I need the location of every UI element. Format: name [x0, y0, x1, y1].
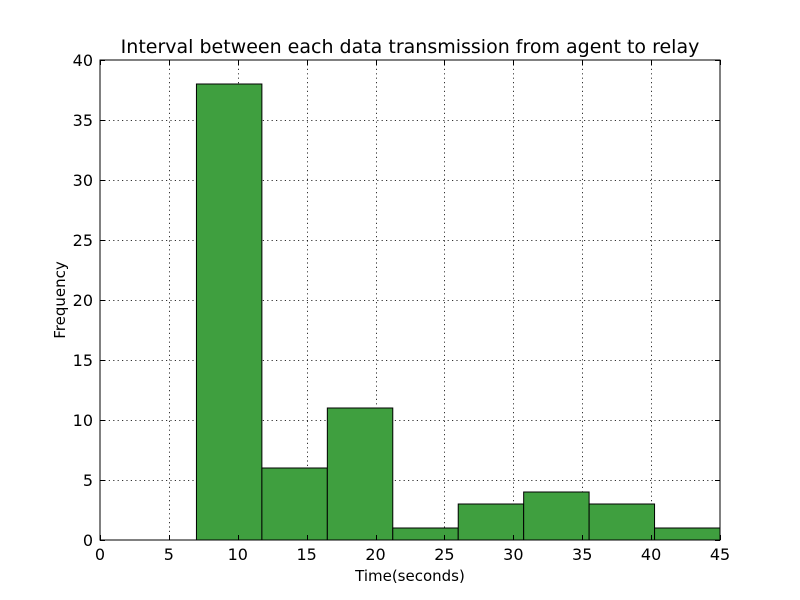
histogram-bar	[261, 467, 328, 541]
y-tick-label: 25	[73, 231, 93, 250]
histogram-bar	[588, 503, 656, 541]
histogram-bar	[392, 527, 459, 541]
y-tick-label: 20	[73, 291, 93, 310]
x-tick-label: 25	[434, 545, 454, 564]
y-tick-label: 5	[83, 471, 93, 490]
x-tick-label: 5	[164, 545, 174, 564]
y-tick-label: 40	[73, 51, 93, 70]
x-tick-label: 30	[503, 545, 523, 564]
y-tick-label: 0	[83, 531, 93, 550]
axis-ticks	[100, 60, 721, 541]
x-tick-label: 0	[95, 545, 105, 564]
histogram-bar	[654, 527, 721, 541]
bars	[195, 83, 721, 541]
y-tick-label: 15	[73, 351, 93, 370]
chart-title: Interval between each data transmission …	[121, 36, 700, 58]
histogram-bar	[195, 83, 263, 541]
y-tick-label: 30	[73, 171, 93, 190]
x-axis-label: Time(seconds)	[354, 567, 465, 585]
x-tick-label: 35	[572, 545, 592, 564]
y-axis-label: Frequency	[51, 261, 69, 339]
histogram-bar	[457, 503, 525, 541]
y-tick-label: 35	[73, 111, 93, 130]
x-tick-label: 20	[365, 545, 385, 564]
histogram-bar	[523, 491, 590, 541]
x-tick-labels: 0 5 10 15 20 25 30 35 40 45	[95, 545, 730, 564]
y-tick-labels: 0 5 10 15 20 25 30 35 40	[73, 51, 93, 550]
histogram-bar	[326, 407, 394, 541]
x-tick-label: 15	[296, 545, 316, 564]
x-tick-label: 10	[228, 545, 248, 564]
grid-lines	[100, 60, 720, 540]
y-tick-label: 10	[73, 411, 93, 430]
x-tick-label: 40	[641, 545, 661, 564]
x-tick-label: 45	[710, 545, 730, 564]
